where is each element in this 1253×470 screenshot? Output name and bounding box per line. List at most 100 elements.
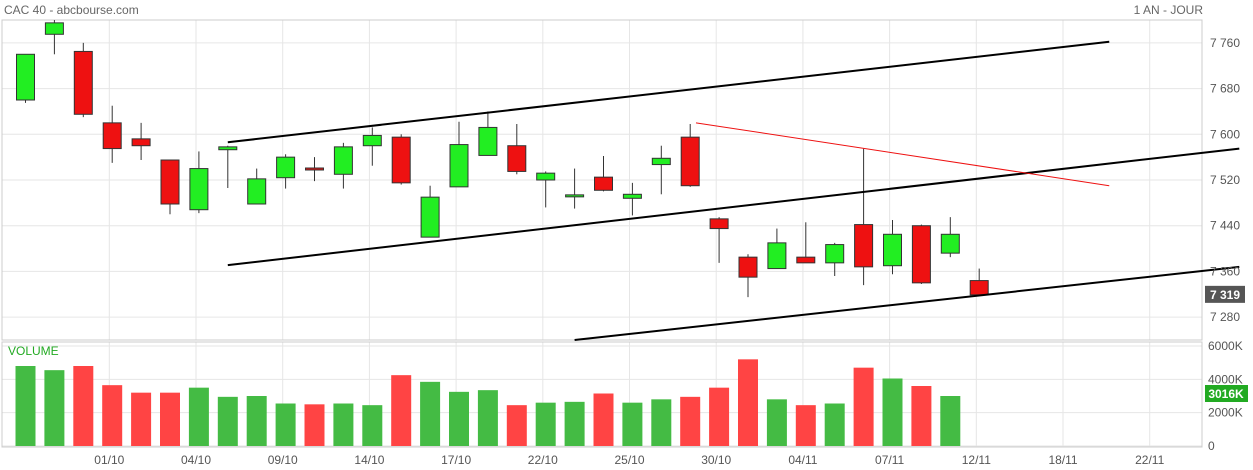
- price-axis: 7 280 7 360 7 440 7 520 7 600 7 680 7 760: [1210, 36, 1240, 324]
- price-tick-label: 7 760: [1210, 36, 1240, 50]
- volume-tick-label: 4000K: [1208, 372, 1243, 386]
- candle-body: [73, 50, 93, 115]
- candle: [565, 168, 585, 209]
- volume-bar: [506, 405, 527, 446]
- resistance-line: [695, 122, 1110, 187]
- volume-tick-label: 6000K: [1208, 339, 1243, 353]
- volume-bar: [160, 392, 180, 446]
- candle: [796, 222, 816, 264]
- candle-body: [478, 126, 498, 156]
- price-tick-label: 7 440: [1210, 219, 1240, 233]
- volume-tick-label: 2000K: [1208, 406, 1243, 420]
- candle-body: [565, 194, 585, 198]
- volume-panel-border: [1, 341, 1203, 448]
- candle-body: [738, 256, 758, 278]
- date-tick-label: 22/11: [1135, 453, 1164, 467]
- candle: [738, 254, 758, 298]
- candle: [478, 111, 498, 156]
- date-tick-label: 22/10: [528, 453, 558, 467]
- candle-body: [189, 168, 209, 211]
- volume-bar: [824, 403, 845, 446]
- date-tick-label: 12/11: [962, 453, 991, 467]
- volume-bar: [911, 386, 932, 446]
- candle-body: [883, 233, 902, 267]
- volume-bar: [15, 366, 36, 446]
- candle-body: [160, 159, 180, 205]
- volume-bar: [102, 385, 123, 446]
- volume-bar: [853, 367, 874, 446]
- volume-bar: [217, 396, 238, 446]
- price-tick-label: 7 520: [1210, 173, 1240, 187]
- candle: [102, 105, 122, 163]
- candle: [131, 122, 151, 160]
- upper-channel-line: [227, 40, 1110, 144]
- trendlines: [227, 40, 1240, 341]
- date-tick-label: 09/10: [268, 453, 298, 467]
- date-tick-label: 04/11: [788, 453, 817, 467]
- volume-bar: [420, 381, 441, 446]
- date-tick-label: 18/11: [1048, 453, 1077, 467]
- candle: [16, 53, 35, 103]
- candle-body: [536, 172, 556, 181]
- candle-body: [507, 145, 527, 172]
- candle-body: [362, 134, 382, 147]
- candle: [449, 121, 469, 188]
- candle-body: [333, 146, 353, 175]
- price-tick-label: 7 360: [1210, 264, 1240, 278]
- candle: [44, 20, 64, 55]
- candle: [854, 148, 874, 286]
- lower-channel-line: [574, 265, 1240, 341]
- volume-bar: [391, 375, 412, 446]
- volume-bar: [362, 405, 383, 446]
- last-volume-tag: 3016K: [1205, 385, 1248, 402]
- candle: [536, 171, 556, 208]
- volume-bar: [73, 366, 94, 446]
- last-price-label: 7 319: [1210, 288, 1240, 302]
- candle: [651, 145, 671, 195]
- candle: [160, 159, 180, 215]
- candle: [883, 220, 902, 275]
- candle-body: [420, 196, 440, 238]
- candle-body: [16, 53, 35, 101]
- date-tick-label: 30/10: [701, 453, 731, 467]
- price-tick-label: 7 680: [1210, 82, 1240, 96]
- candle-body: [218, 146, 238, 151]
- candle: [767, 228, 787, 270]
- candle-body: [449, 144, 469, 188]
- volume-bar: [593, 393, 614, 446]
- candle: [218, 145, 238, 188]
- candle-body: [796, 256, 816, 264]
- candle: [276, 154, 296, 189]
- candle: [391, 134, 411, 185]
- volume-title: VOLUME: [8, 344, 59, 358]
- candle-body: [131, 138, 151, 147]
- candle-body: [276, 156, 296, 179]
- candle: [420, 185, 440, 238]
- volume-bar: [449, 391, 469, 446]
- volume-bar: [535, 402, 556, 446]
- candle-body: [767, 242, 787, 270]
- candle-body: [854, 224, 874, 268]
- volume-bar: [709, 387, 730, 446]
- candle-body: [940, 233, 960, 254]
- candle-body: [102, 122, 122, 150]
- volume-bar: [246, 396, 267, 446]
- middle-channel-line: [227, 147, 1240, 267]
- date-tick-label: 04/10: [181, 453, 211, 467]
- price-tick-label: 7 280: [1210, 310, 1240, 324]
- candle: [680, 124, 700, 187]
- candle-body: [622, 193, 642, 199]
- price-tick-label: 7 600: [1210, 127, 1240, 141]
- candle: [333, 142, 353, 189]
- volume-bar: [477, 390, 498, 446]
- candle-body: [594, 176, 613, 191]
- candle: [507, 124, 527, 175]
- volume-axis: 0 2000K 4000K 6000K: [1208, 339, 1243, 453]
- candle-body: [911, 225, 931, 284]
- volume-bar: [940, 396, 961, 446]
- candle: [362, 127, 382, 166]
- date-tick-label: 01/10: [94, 453, 124, 467]
- candle-body: [709, 218, 729, 230]
- candle: [622, 182, 642, 216]
